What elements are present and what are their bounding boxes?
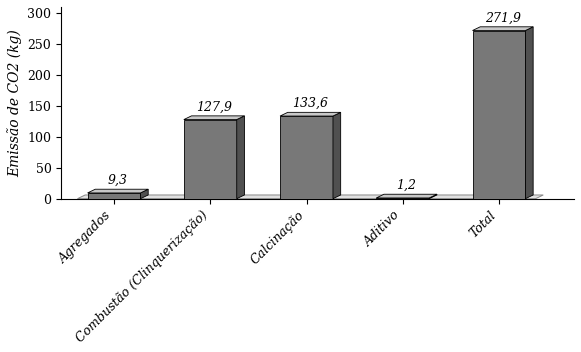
Polygon shape <box>88 193 141 199</box>
Polygon shape <box>429 194 437 199</box>
Y-axis label: Emissão de CO2 (kg): Emissão de CO2 (kg) <box>7 29 22 177</box>
Polygon shape <box>236 116 245 199</box>
Polygon shape <box>376 194 437 198</box>
Polygon shape <box>472 31 525 199</box>
Polygon shape <box>472 27 533 31</box>
Polygon shape <box>88 189 148 193</box>
Polygon shape <box>376 198 429 199</box>
Polygon shape <box>184 120 236 199</box>
Polygon shape <box>280 116 333 199</box>
Polygon shape <box>184 116 245 120</box>
Text: 1,2: 1,2 <box>397 179 417 192</box>
Polygon shape <box>77 195 543 199</box>
Text: 133,6: 133,6 <box>292 97 328 110</box>
Polygon shape <box>280 112 340 116</box>
Polygon shape <box>333 112 340 199</box>
Polygon shape <box>141 189 148 199</box>
Polygon shape <box>525 27 533 199</box>
Text: 271,9: 271,9 <box>485 11 521 24</box>
Text: 127,9: 127,9 <box>196 100 232 113</box>
Text: 9,3: 9,3 <box>108 174 128 187</box>
